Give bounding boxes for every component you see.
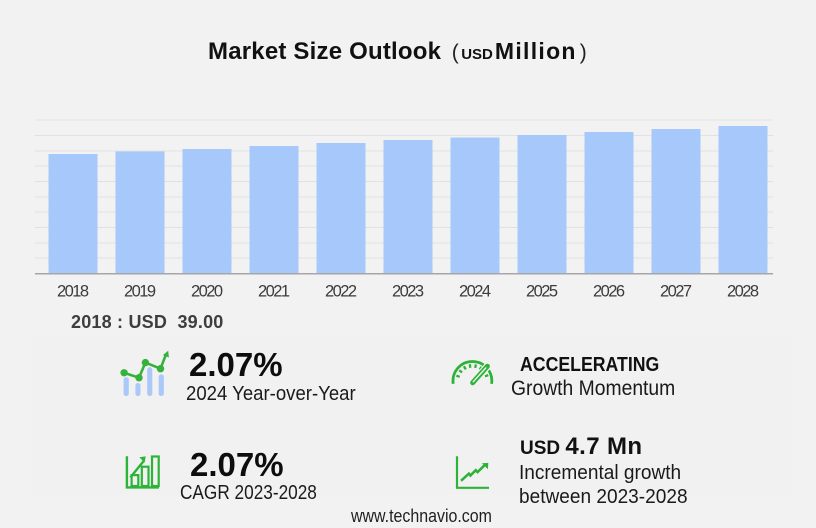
svg-text:2028: 2028	[727, 283, 759, 301]
svg-text:2026: 2026	[593, 283, 625, 301]
svg-text:2021: 2021	[258, 283, 290, 301]
svg-text:2020: 2020	[191, 283, 223, 301]
svg-text:2027: 2027	[660, 283, 692, 301]
svg-text:2019: 2019	[124, 283, 156, 301]
svg-text:2024: 2024	[459, 283, 491, 301]
svg-text:2018: 2018	[57, 283, 89, 301]
svg-text:2022: 2022	[325, 283, 357, 301]
svg-text:2025: 2025	[526, 283, 558, 301]
svg-text:2023: 2023	[392, 283, 424, 301]
